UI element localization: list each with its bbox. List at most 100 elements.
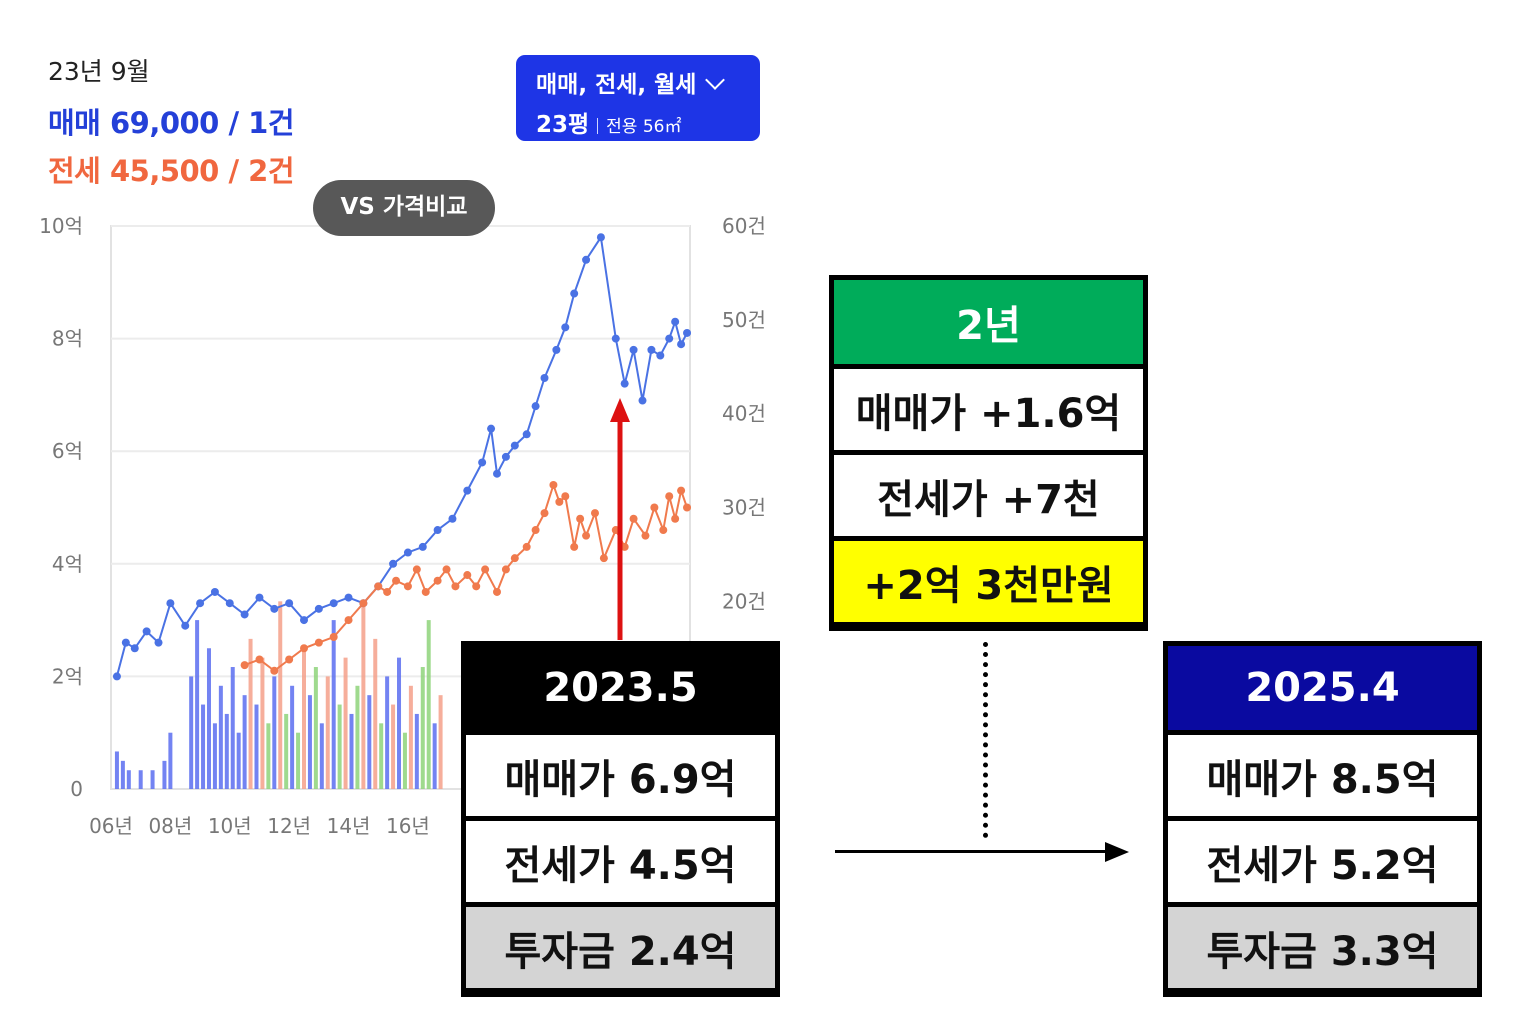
volume-bar	[236, 732, 241, 789]
volume-bar	[284, 713, 289, 789]
sale-point	[285, 599, 294, 608]
right-tick-label: 30건	[722, 496, 766, 520]
jeonse-point	[403, 582, 412, 591]
volume-bar	[337, 704, 342, 789]
volume-bar	[379, 723, 384, 789]
volume-bar	[218, 685, 223, 789]
sale-point	[121, 638, 130, 647]
jeonse-point	[240, 661, 249, 670]
volume-bar	[201, 704, 206, 789]
x-tick-label: 06년	[89, 814, 133, 838]
table-2025-jeonse: 전세가 5.2억	[1168, 821, 1477, 902]
jeonse-point	[392, 576, 401, 585]
filter-separator	[597, 117, 599, 134]
volume-bar	[385, 676, 390, 789]
selected-month: 23년 9월	[48, 57, 150, 86]
volume-bar	[420, 667, 425, 789]
volume-bar	[331, 620, 336, 789]
jeonse-point	[314, 638, 323, 647]
vs-compare-button[interactable]: VS 가격비교	[313, 180, 495, 236]
sale-point	[665, 334, 674, 343]
jeonse-point	[677, 486, 686, 495]
right-tick-label: 60건	[722, 214, 766, 238]
jeonse-point	[300, 644, 308, 653]
jeonse-point	[561, 492, 570, 501]
sale-point	[344, 593, 353, 602]
sale-point	[433, 526, 442, 535]
chart-axes: 0 2억 4억 6억 8억 10억 20건 30건 40건 50건 60건 06년 08년 10년 12년 1…	[39, 214, 766, 838]
jeonse-point	[493, 587, 501, 596]
sale-point	[166, 599, 175, 608]
table-two-year: 2년 매매가 +1.6억 전세가 +7천 +2억 3천만원	[829, 275, 1148, 631]
volume-bar	[432, 723, 437, 789]
jeonse-point	[659, 526, 668, 535]
volume-bars	[114, 601, 443, 789]
jeonse-point	[683, 503, 692, 512]
sale-point	[570, 289, 579, 298]
table-two-year-jeonse: 전세가 +7천	[834, 455, 1143, 536]
jeonse-point	[329, 632, 338, 641]
sale-point	[112, 672, 121, 681]
sale-point	[582, 255, 591, 264]
x-tick-label: 12년	[267, 814, 311, 838]
jeonse-summary: 전세 45,500 / 2건	[48, 154, 295, 188]
volume-bar	[120, 760, 125, 789]
jeonse-point	[285, 655, 294, 664]
jeonse-point	[582, 531, 591, 540]
price-points	[112, 233, 692, 681]
jeonse-point	[522, 542, 531, 551]
right-tick-label: 40건	[722, 402, 766, 426]
table-two-year-title: 2년	[834, 280, 1143, 364]
volume-bar	[114, 751, 119, 789]
sale-point	[142, 627, 151, 636]
table-2023-title: 2023.5	[466, 646, 775, 730]
volume-bar	[168, 732, 173, 789]
volume-bar	[402, 732, 407, 789]
sale-point	[478, 458, 487, 467]
highlight-arrow-head	[610, 398, 630, 422]
filter-types: 매매, 전세, 월세	[536, 72, 697, 98]
volume-bar	[212, 723, 217, 789]
jeonse-point	[555, 497, 564, 506]
jeonse-point	[665, 492, 674, 501]
jeonse-point	[442, 565, 451, 574]
volume-bar	[224, 713, 229, 789]
sale-line	[115, 234, 688, 677]
volume-bar	[367, 695, 372, 789]
chevron-down-icon	[705, 70, 726, 90]
x-tick-label: 08년	[148, 814, 192, 838]
table-two-year-total: +2억 3천만원	[834, 541, 1143, 622]
sale-point	[329, 599, 338, 608]
sale-point	[300, 616, 308, 625]
filter-area: 전용 56㎡	[606, 117, 682, 137]
table-2025-title: 2025.4	[1168, 646, 1477, 730]
jeonse-point	[359, 599, 368, 608]
sale-point	[611, 334, 620, 343]
volume-bar	[248, 638, 253, 789]
volume-bar	[414, 713, 419, 789]
table-2023: 2023.5 매매가 6.9억 전세가 4.5억 투자금 2.4억	[461, 641, 780, 997]
sale-point	[314, 604, 323, 613]
sale-point	[240, 610, 249, 619]
sale-point	[154, 638, 163, 647]
price-lines	[115, 234, 688, 677]
filter-dropdown[interactable]: 매매, 전세, 월세 23평 전용 56㎡	[516, 55, 760, 141]
volume-bar	[349, 713, 354, 789]
volume-bar	[408, 685, 413, 789]
right-tick-label: 20건	[722, 589, 766, 613]
jeonse-point	[501, 565, 510, 574]
jeonse-point	[671, 514, 680, 523]
sale-point	[510, 441, 519, 450]
sale-point	[501, 452, 510, 461]
volume-bar	[150, 770, 155, 789]
sale-point	[255, 593, 264, 602]
jeonse-point	[576, 514, 585, 523]
table-2023-sale: 매매가 6.9억	[466, 735, 775, 816]
table-2023-jeonse: 전세가 4.5억	[466, 821, 775, 902]
timeline-arrow-head	[1105, 842, 1129, 862]
volume-bar	[290, 685, 295, 789]
jeonse-point	[270, 666, 279, 675]
sale-point	[196, 599, 205, 608]
sale-point	[671, 317, 680, 326]
sale-point	[620, 379, 629, 388]
